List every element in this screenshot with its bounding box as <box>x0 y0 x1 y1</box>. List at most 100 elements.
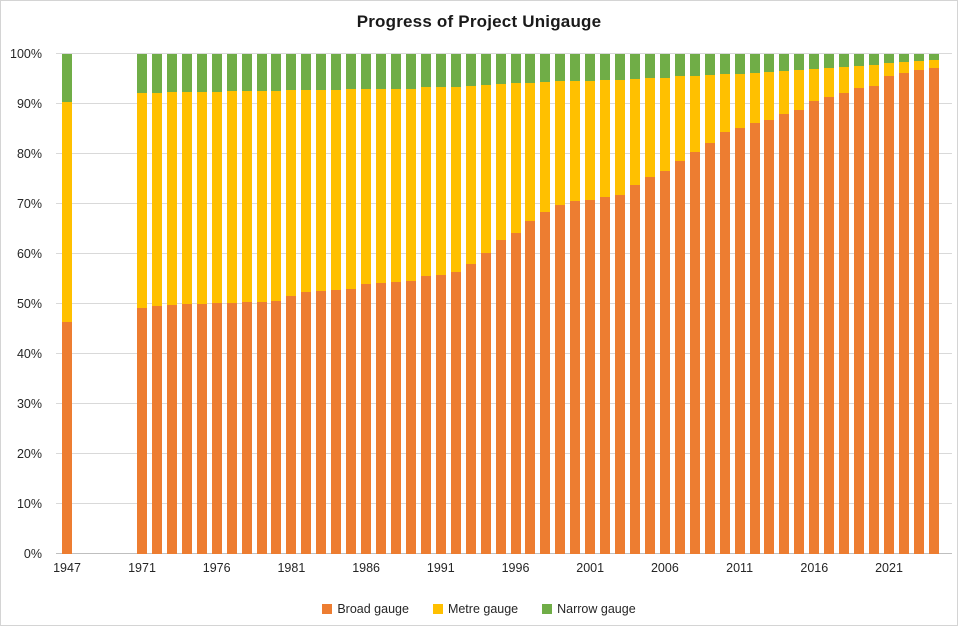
narrow-gauge-segment <box>689 54 700 76</box>
bar-1982 <box>301 54 312 554</box>
broad-gauge-segment <box>450 272 461 554</box>
bar-2014 <box>779 54 790 554</box>
narrow-gauge-segment <box>824 54 835 68</box>
broad-gauge-segment <box>226 302 237 554</box>
y-axis-label: 70% <box>16 197 42 211</box>
x-axis-label: 2016 <box>800 561 829 575</box>
metre-gauge-segment <box>166 92 177 305</box>
narrow-gauge-segment <box>181 54 192 92</box>
narrow-gauge-segment <box>331 54 342 90</box>
broad-gauge-segment <box>824 97 835 554</box>
metre-gauge-segment <box>256 90 267 302</box>
metre-gauge-segment <box>659 77 670 171</box>
bar-2012 <box>749 54 760 554</box>
bar-2017 <box>824 54 835 554</box>
y-axis-label: 90% <box>16 97 42 111</box>
x-axis-label: 1971 <box>128 561 156 575</box>
narrow-gauge-segment <box>794 54 805 70</box>
broad-gauge-segment <box>495 240 506 554</box>
narrow-gauge-segment <box>286 54 297 90</box>
broad-gauge-segment <box>540 212 551 554</box>
narrow-gauge-segment <box>390 54 401 89</box>
metre-gauge-segment <box>405 88 416 281</box>
bar-1995 <box>495 54 506 554</box>
metre-gauge-segment <box>719 74 730 132</box>
broad-gauge-segment <box>405 281 416 554</box>
broad-gauge-segment <box>256 301 267 554</box>
broad-gauge-segment <box>928 67 939 554</box>
metre-gauge-segment <box>480 84 491 253</box>
metre-gauge-segment <box>510 82 521 233</box>
bar-1990 <box>420 54 431 554</box>
x-axis-label: 1991 <box>426 561 455 575</box>
x-axis-label: 1981 <box>277 561 306 575</box>
x-axis-label: 2021 <box>875 561 903 575</box>
narrow-gauge-segment <box>600 54 611 80</box>
narrow-gauge-segment <box>630 54 641 79</box>
narrow-gauge-segment <box>884 54 894 63</box>
bar-1972 <box>151 54 162 554</box>
narrow-gauge-segment <box>301 54 312 90</box>
metre-gauge-segment <box>420 87 431 276</box>
narrow-gauge-segment <box>495 54 506 84</box>
legend-label: Metre gauge <box>447 602 519 616</box>
plot-area <box>56 53 952 554</box>
narrow-gauge-segment <box>704 54 715 75</box>
narrow-gauge-segment <box>271 54 282 91</box>
broad-gauge-segment <box>913 69 924 554</box>
metre-gauge-segment <box>465 85 476 264</box>
bar-2022 <box>898 54 909 554</box>
broad-gauge-segment <box>898 72 909 554</box>
narrow-gauge-segment <box>346 54 357 89</box>
narrow-gauge-segment <box>316 54 327 90</box>
bar-2015 <box>794 54 805 554</box>
broad-gauge-segment <box>480 252 491 554</box>
narrow-gauge-segment <box>869 54 880 65</box>
broad-gauge-segment <box>644 176 655 554</box>
broad-gauge-segment <box>465 263 476 554</box>
narrow-gauge-segment <box>256 54 267 91</box>
x-axis-label: 1996 <box>501 561 530 575</box>
narrow-gauge-segment <box>555 54 566 81</box>
broad-gauge-segment <box>884 76 894 554</box>
broad-gauge-segment <box>420 276 431 554</box>
narrow-gauge-segment <box>405 54 416 89</box>
bar-1998 <box>540 54 551 554</box>
broad-gauge-segment <box>151 306 162 554</box>
bar-2007 <box>674 54 685 554</box>
narrow-gauge-segment <box>450 54 461 87</box>
metre-gauge-segment <box>749 72 760 123</box>
bar-1996 <box>510 54 521 554</box>
narrow-gauge-segment <box>659 54 670 78</box>
bar-2002 <box>600 54 611 554</box>
metre-gauge-segment <box>151 92 162 306</box>
bar-2003 <box>615 54 626 554</box>
broad-gauge-segment <box>137 307 147 554</box>
bar-2019 <box>854 54 865 554</box>
metre-gauge-segment <box>839 67 850 93</box>
narrow-gauge-segment <box>779 54 790 71</box>
legend: Broad gauge Metre gauge Narrow gauge <box>1 602 957 616</box>
metre-gauge-segment <box>555 81 566 205</box>
broad-gauge-segment <box>166 305 177 554</box>
broad-gauge-segment <box>869 85 880 554</box>
bar-1977 <box>226 54 237 554</box>
bar-1985 <box>346 54 357 554</box>
narrow-gauge-segment <box>211 54 222 92</box>
bar-2016 <box>809 54 820 554</box>
y-axis: 0% 10% 20% 30% 40% 50% 60% 70% 80% 90% 100% <box>1 47 49 561</box>
metre-gauge-segment <box>316 89 327 291</box>
broad-gauge-segment <box>674 161 685 554</box>
metre-gauge-segment <box>824 68 835 97</box>
broad-gauge-segment <box>525 221 536 554</box>
metre-gauge-segment <box>928 60 939 68</box>
legend-item-broad-gauge: Broad gauge <box>322 602 409 616</box>
y-axis-label: 0% <box>23 547 42 561</box>
broad-gauge-segment <box>301 292 312 554</box>
metre-gauge-segment <box>390 88 401 282</box>
metre-gauge-segment <box>301 90 312 292</box>
broad-gauge-segment <box>286 296 297 554</box>
legend-label: Narrow gauge <box>557 602 636 616</box>
metre-gauge-segment <box>211 91 222 303</box>
broad-gauge-segment <box>390 282 401 554</box>
